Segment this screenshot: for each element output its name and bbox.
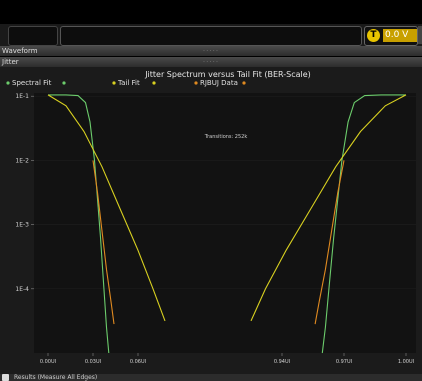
legend-label: RJBUJ Data	[200, 79, 238, 87]
series-line	[48, 94, 110, 354]
x-tick-label: 1.00UI	[398, 359, 414, 365]
toolbar-left-field[interactable]	[8, 26, 58, 46]
x-tick-label: 0.03UI	[85, 359, 101, 365]
plot-area	[34, 93, 416, 353]
x-tick-label: 0.94UI	[274, 359, 290, 365]
legend-marker	[6, 81, 10, 85]
jitter-panel-label: Jitter	[2, 58, 19, 66]
results-label: Results (Measure All Edges)	[14, 374, 98, 381]
series-line	[321, 94, 406, 354]
series-line	[47, 94, 166, 322]
legend-marker	[152, 81, 156, 85]
results-panel-header[interactable]: Results (Measure All Edges)	[0, 374, 422, 381]
grip-icon[interactable]: ·····	[202, 47, 220, 55]
chart-title: Jitter Spectrum versus Tail Fit (BER-Sca…	[144, 70, 311, 79]
series-line	[314, 160, 345, 325]
top-black-bar	[0, 0, 422, 24]
legend-marker	[112, 81, 116, 85]
legend-label: Spectral Fit	[12, 79, 52, 87]
jitter-panel-header[interactable]: Jitter ·····	[0, 57, 422, 67]
waveform-panel-label: Waveform	[2, 47, 38, 55]
jitter-chart: Jitter Spectrum versus Tail Fit (BER-Sca…	[0, 67, 422, 375]
y-tick-label: 1E-2	[15, 157, 29, 164]
legend-marker	[194, 81, 198, 85]
series-line	[92, 160, 115, 325]
x-tick-label: 0.97UI	[336, 359, 352, 365]
gear-icon[interactable]	[2, 374, 9, 381]
toolbar-edge-button[interactable]	[418, 26, 422, 44]
trigger-channel-icon: T	[367, 29, 380, 42]
x-tick-label: 0.06UI	[130, 359, 146, 365]
transitions-annotation: Transitions: 252k	[204, 134, 248, 140]
y-axis: 1E-1 1E-2 1E-3 1E-4	[15, 93, 34, 293]
x-tick-label: 0.00UI	[40, 359, 56, 365]
voltage-control[interactable]: T 0.0 V	[364, 26, 418, 46]
y-tick-label: 1E-4	[15, 286, 29, 293]
waveform-panel-header[interactable]: Waveform ·····	[0, 46, 422, 56]
series-group	[47, 94, 407, 354]
voltage-value[interactable]: 0.0 V	[383, 29, 417, 42]
legend-marker	[242, 81, 246, 85]
legend-marker	[62, 81, 66, 85]
grid	[34, 95, 416, 290]
y-tick-label: 1E-3	[15, 222, 29, 229]
y-tick-label: 1E-1	[15, 93, 29, 100]
legend-label: Tail Fit	[117, 79, 140, 87]
grip-icon[interactable]: ·····	[202, 58, 220, 66]
x-axis: 0.00UI 0.03UI 0.06UI 0.94UI 0.97UI 1.00UI	[40, 353, 414, 365]
toolbar-main-field[interactable]	[60, 26, 362, 46]
legend: Spectral Fit Tail Fit RJBUJ Data	[6, 79, 246, 87]
series-line	[250, 94, 407, 322]
